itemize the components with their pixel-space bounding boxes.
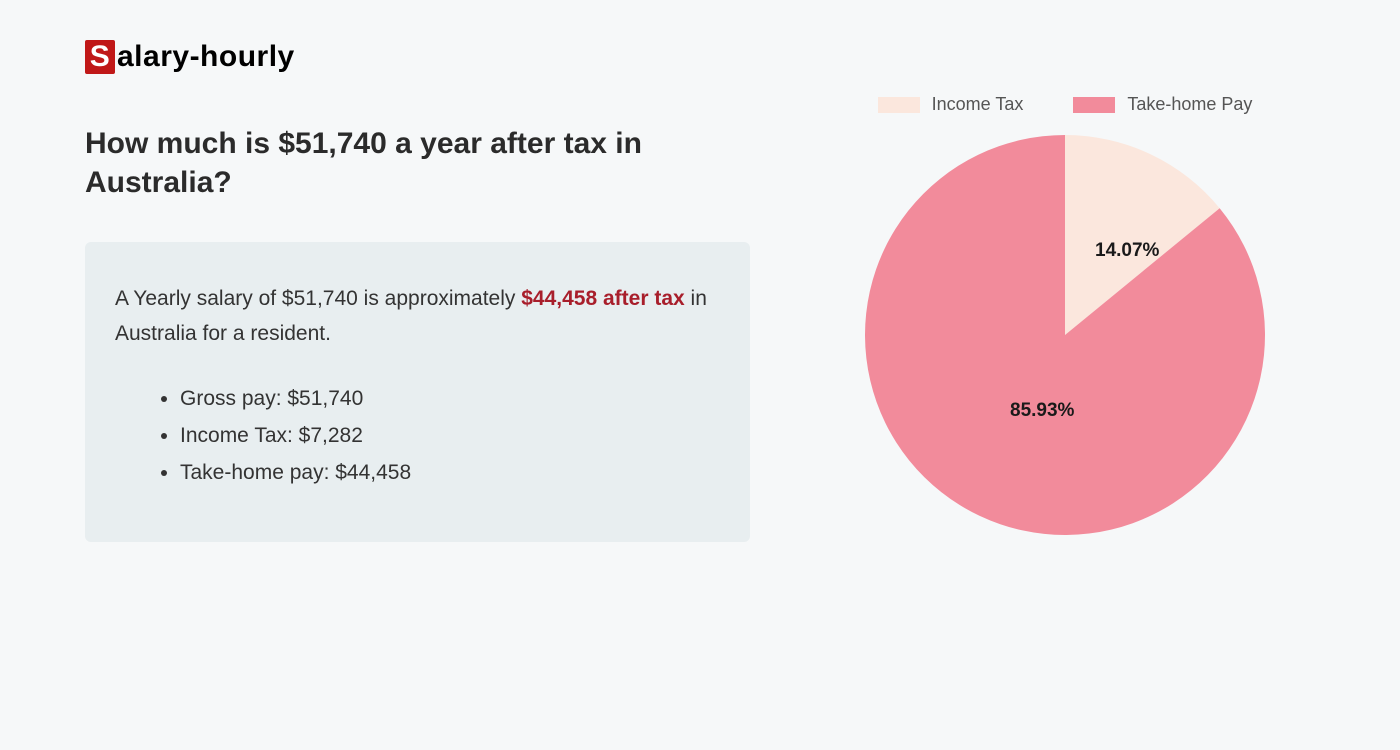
legend-label: Take-home Pay — [1127, 94, 1252, 115]
logo-text: alary-hourly — [117, 40, 295, 74]
pie-svg — [865, 135, 1265, 535]
summary-pre: A Yearly salary of $51,740 is approximat… — [115, 287, 521, 310]
logo-s-badge: S — [85, 40, 115, 74]
slice-label-take-home: 85.93% — [1010, 400, 1074, 422]
list-item: Income Tax: $7,282 — [180, 418, 720, 455]
legend-label: Income Tax — [932, 94, 1024, 115]
chart-column: Income Tax Take-home Pay 14.07% 85.93% — [815, 94, 1315, 535]
site-logo: Salary-hourly — [85, 40, 1315, 74]
pie-chart: 14.07% 85.93% — [865, 135, 1265, 535]
legend-swatch — [878, 97, 920, 113]
legend-item-take-home: Take-home Pay — [1073, 94, 1252, 115]
summary-highlight: $44,458 after tax — [521, 287, 684, 310]
left-column: How much is $51,740 a year after tax in … — [85, 124, 750, 542]
list-item: Gross pay: $51,740 — [180, 381, 720, 418]
page-title: How much is $51,740 a year after tax in … — [85, 124, 750, 202]
list-item: Take-home pay: $44,458 — [180, 455, 720, 492]
summary-box: A Yearly salary of $51,740 is approximat… — [85, 242, 750, 542]
summary-paragraph: A Yearly salary of $51,740 is approximat… — [115, 282, 720, 351]
legend-item-income-tax: Income Tax — [878, 94, 1024, 115]
slice-label-income-tax: 14.07% — [1095, 240, 1159, 262]
chart-legend: Income Tax Take-home Pay — [878, 94, 1253, 115]
summary-list: Gross pay: $51,740 Income Tax: $7,282 Ta… — [115, 381, 720, 491]
legend-swatch — [1073, 97, 1115, 113]
